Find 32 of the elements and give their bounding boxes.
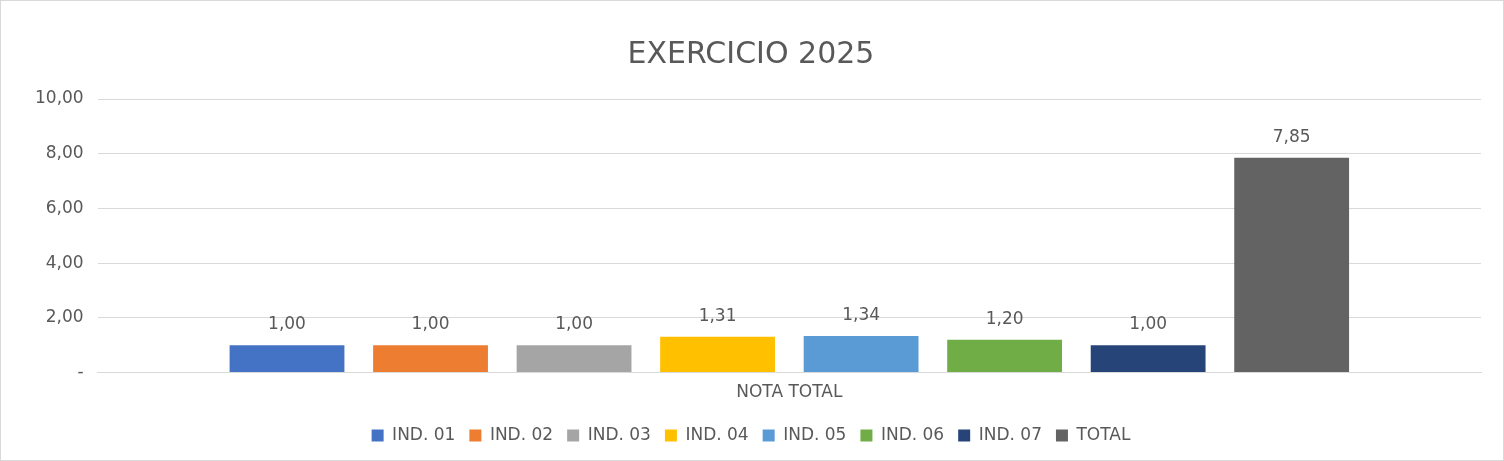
legend-label: IND. 02 (489, 423, 554, 444)
y-tick-label: 8,00 (45, 142, 84, 163)
data-label: 7,85 (1272, 125, 1311, 146)
legend-label: IND. 05 (783, 423, 847, 444)
chart-title: EXERCICIO 2025 (627, 34, 875, 70)
data-label: 1,00 (411, 313, 450, 334)
data-label: 1,00 (555, 313, 593, 334)
y-tick-label: 10,00 (35, 87, 84, 108)
bar (803, 335, 919, 373)
data-label: 1,00 (1129, 313, 1168, 334)
data-label: 1,34 (842, 303, 881, 324)
y-tick-label: 6,00 (45, 196, 84, 217)
bar (947, 339, 1063, 373)
bar (1234, 157, 1350, 373)
legend-label: TOTAL (1075, 423, 1131, 444)
bar (660, 336, 775, 373)
y-tick-label: 2,00 (45, 306, 84, 327)
y-tick-label: 4,00 (45, 251, 84, 272)
bar (1090, 345, 1206, 373)
data-label: 1,20 (985, 307, 1024, 328)
legend-label: IND. 04 (685, 423, 749, 444)
data-label: 1,00 (268, 313, 306, 334)
legend-label: IND. 07 (978, 423, 1042, 444)
bar (229, 345, 345, 373)
x-tick-label: NOTA TOTAL (736, 381, 843, 402)
legend-label: IND. 06 (880, 423, 945, 444)
y-tick-label: - (77, 361, 84, 382)
bar (373, 345, 488, 373)
data-label: 1,31 (698, 304, 737, 325)
legend-label: IND. 01 (392, 423, 456, 444)
legend-label: IND. 03 (587, 423, 651, 444)
bar (516, 345, 632, 373)
